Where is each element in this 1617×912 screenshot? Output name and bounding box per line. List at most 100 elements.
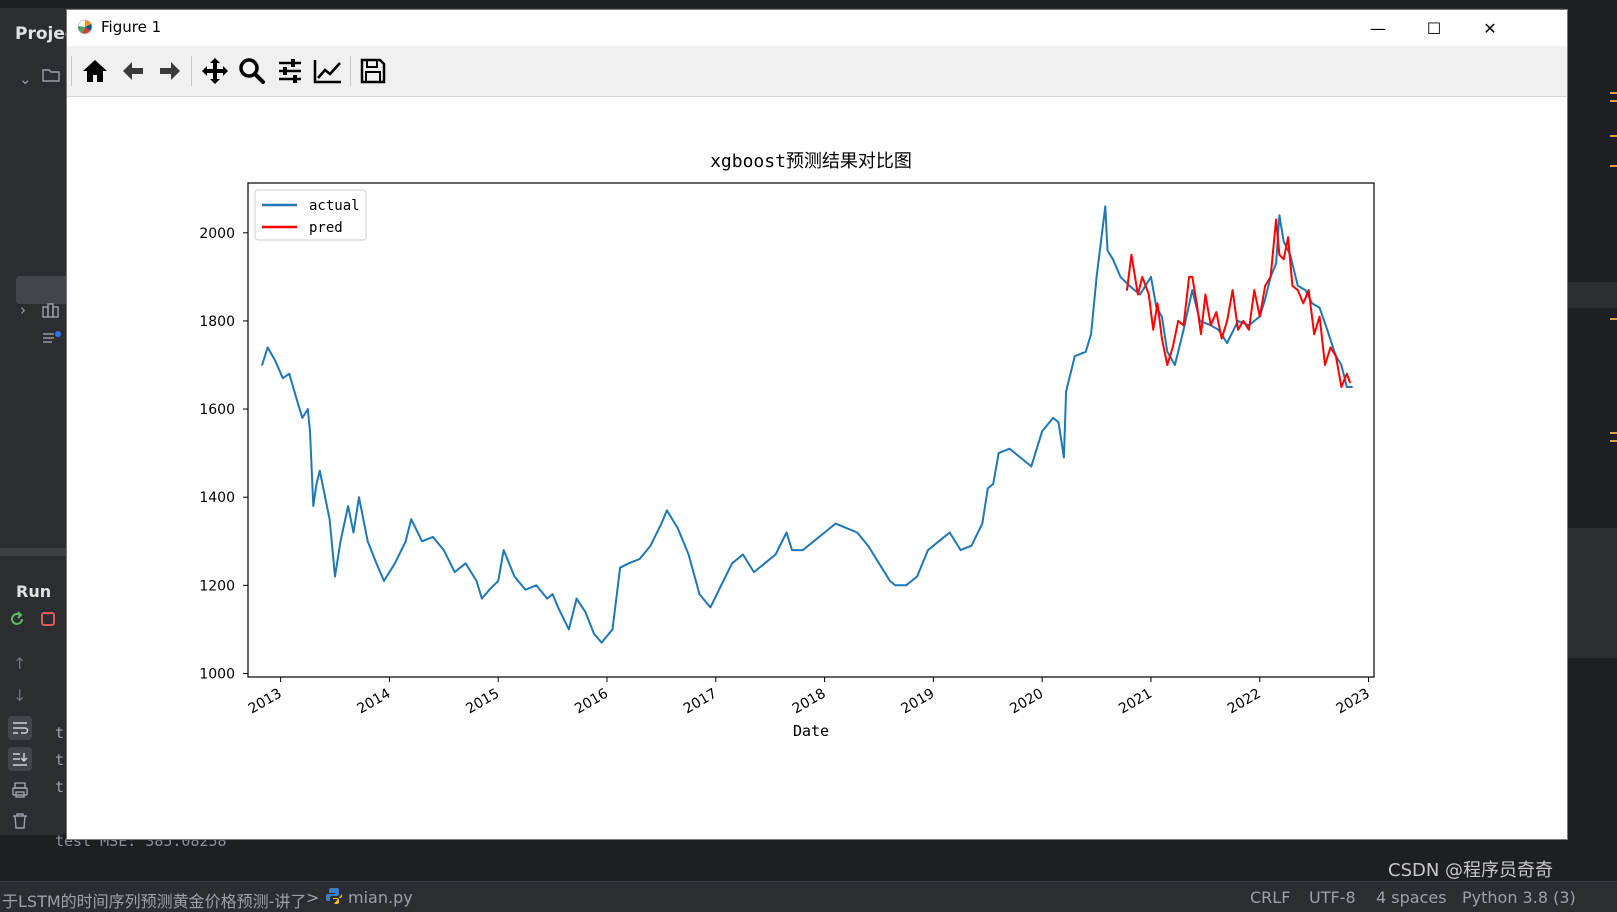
editor-right-band (1566, 528, 1617, 658)
data-point-actual (981, 522, 984, 525)
data-point-actual (987, 487, 989, 490)
data-point-pred (1141, 276, 1144, 278)
save-icon[interactable] (355, 53, 391, 89)
data-point-actual (1063, 456, 1065, 459)
chart-title: xgboost预测结果对比图 (710, 151, 912, 172)
home-icon[interactable] (77, 53, 113, 89)
rerun-icon[interactable] (8, 610, 26, 632)
data-point-pred (1152, 328, 1154, 331)
project-panel-label[interactable]: Projec (15, 24, 75, 44)
data-point-actual (1161, 315, 1163, 318)
data-point-actual (546, 597, 548, 600)
data-point-actual (1304, 289, 1307, 291)
data-point-pred (1148, 293, 1150, 296)
scroll-to-end-icon[interactable] (8, 747, 32, 771)
data-point-actual (687, 553, 690, 556)
data-point-pred (1204, 293, 1207, 296)
soft-wrap-icon[interactable] (8, 716, 32, 740)
data-point-actual (889, 580, 891, 582)
data-point-pred (1231, 289, 1234, 291)
encoding-status[interactable]: UTF-8 (1309, 888, 1356, 907)
maximize-button[interactable]: ☐ (1426, 18, 1442, 38)
y-tick-label: 1600 (199, 402, 235, 418)
data-point-actual (812, 540, 815, 543)
console-line-partial: t (55, 724, 65, 742)
data-point-actual (1090, 333, 1092, 335)
data-point-actual (1008, 447, 1011, 450)
edit-axis-icon[interactable] (310, 53, 346, 89)
window-titlebar[interactable]: Figure 1 — ☐ ✕ (67, 10, 1567, 46)
configure-subplots-icon[interactable] (272, 53, 308, 89)
data-point-actual (1318, 306, 1321, 309)
selected-tree-row[interactable] (16, 276, 66, 304)
data-point-actual (1150, 276, 1152, 278)
chevron-right-icon[interactable]: › (20, 301, 26, 319)
data-point-actual (1297, 284, 1299, 287)
data-point-actual (1278, 214, 1281, 216)
data-point-pred (1220, 337, 1223, 340)
python-file-icon (325, 887, 343, 909)
data-point-actual (481, 597, 483, 600)
data-point-actual (753, 571, 755, 573)
editor-right-gutter (1566, 8, 1617, 881)
data-point-pred (1242, 320, 1245, 322)
data-point-actual (600, 641, 603, 644)
data-point-pred (1318, 315, 1321, 318)
run-panel-label[interactable]: Run (16, 582, 52, 601)
data-point-actual (1191, 289, 1194, 291)
figure-canvas[interactable]: xgboost预测结果对比图 100012001400160018002000 … (67, 97, 1567, 837)
series-line-actual (261, 205, 1353, 644)
scroll-up-icon[interactable]: ↑ (13, 654, 27, 673)
data-point-actual (1264, 298, 1266, 300)
forward-arrow-icon[interactable] (152, 53, 188, 89)
data-point-actual (638, 558, 641, 560)
data-point-pred (1248, 328, 1250, 331)
print-icon[interactable] (11, 781, 29, 803)
data-point-pred (1340, 386, 1343, 388)
chevron-down-icon[interactable]: ⌄ (19, 70, 32, 88)
data-point-actual (1128, 284, 1130, 287)
data-point-actual (785, 531, 788, 534)
x-axis-label: Date (793, 722, 829, 740)
data-point-pred (1137, 293, 1139, 296)
data-point-actual (1275, 262, 1277, 265)
data-point-actual (742, 553, 744, 556)
scroll-down-icon[interactable]: ↓ (13, 686, 27, 705)
data-point-actual (619, 566, 621, 569)
zoom-icon[interactable] (234, 53, 270, 89)
data-point-pred (1335, 355, 1337, 358)
editor-marker (1610, 100, 1617, 102)
indent-status[interactable]: 4 spaces (1376, 888, 1447, 907)
pan-icon[interactable] (197, 53, 233, 89)
editor-marker (1610, 92, 1617, 94)
csdn-watermark: CSDN @程序员奇奇 (1388, 860, 1554, 881)
data-point-pred (1324, 364, 1326, 366)
data-point-actual (970, 544, 973, 547)
data-point-pred (1161, 337, 1163, 340)
back-arrow-icon[interactable] (115, 53, 151, 89)
data-point-actual (535, 584, 538, 587)
trash-icon[interactable] (11, 812, 29, 834)
data-point-actual (1166, 351, 1169, 353)
data-point-pred (1210, 324, 1212, 327)
close-button[interactable]: ✕ (1483, 18, 1497, 38)
breadcrumb-file[interactable]: mian.py (348, 888, 413, 907)
minimize-button[interactable]: — (1370, 18, 1386, 38)
data-point-actual (1182, 328, 1185, 331)
editor-marker (1610, 318, 1617, 320)
figure-window: Figure 1 — ☐ ✕ (66, 9, 1568, 840)
data-point-actual (938, 540, 940, 543)
data-point-actual (1057, 421, 1060, 424)
data-point-pred (1166, 364, 1169, 366)
stop-icon[interactable] (40, 611, 56, 631)
data-point-actual (1311, 302, 1313, 305)
panel-splitter[interactable] (0, 548, 66, 556)
data-point-actual (774, 553, 777, 556)
data-point-actual (856, 531, 858, 534)
interpreter-status[interactable]: Python 3.8 (3) (1462, 888, 1576, 907)
figure-toolbar (67, 46, 1567, 97)
folder-icon (42, 68, 60, 86)
breadcrumb-project[interactable]: 于LSTM的时间序列预测黄金价格预测-讲了 (2, 892, 307, 911)
data-point-actual (575, 597, 578, 600)
line-separator-status[interactable]: CRLF (1250, 888, 1291, 907)
